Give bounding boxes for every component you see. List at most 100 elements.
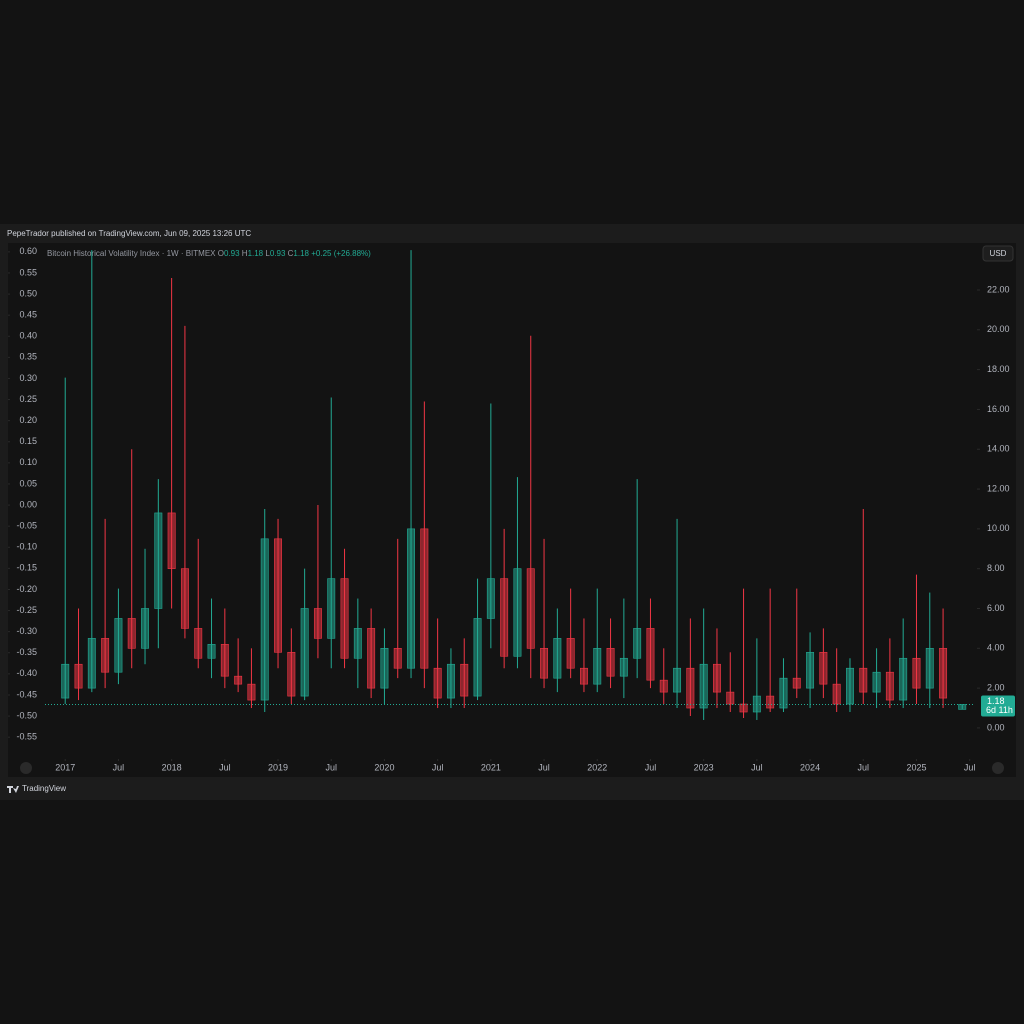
candle-body xyxy=(154,512,163,609)
x-tick-label: Jul xyxy=(964,762,976,772)
candle-body xyxy=(74,663,83,689)
candle-body xyxy=(925,648,934,689)
zoom-button[interactable] xyxy=(20,762,32,774)
candle-body xyxy=(101,638,110,673)
candle-body xyxy=(114,618,123,673)
candle-body xyxy=(606,648,615,677)
y-tick-label: 2.00 xyxy=(987,682,1005,692)
y2-tick-label: -0.20 xyxy=(16,584,37,594)
ohlc-value: 0.93 xyxy=(224,249,240,258)
x-tick-label: 2017 xyxy=(55,762,75,772)
candle-body xyxy=(367,628,376,689)
y-tick-label: 8.00 xyxy=(987,563,1005,573)
candle-body xyxy=(846,667,854,705)
candle-body xyxy=(792,677,801,689)
y-tick-label: 4.00 xyxy=(987,643,1005,653)
candle-body xyxy=(500,578,509,657)
candle-body xyxy=(832,683,841,705)
candle-body xyxy=(393,648,402,669)
candle-body xyxy=(420,528,429,669)
y-tick-label: 18.00 xyxy=(987,364,1010,374)
candle-body xyxy=(526,568,535,649)
x-tick-label: Jul xyxy=(113,762,125,772)
last-price-label: 1.18 xyxy=(987,696,1005,706)
y2-tick-label: 0.45 xyxy=(19,310,37,320)
candle-body xyxy=(579,667,588,685)
legend-title: Bitcoin Historical Volatility Index · 1W… xyxy=(47,249,216,258)
last-price-box xyxy=(981,695,1015,717)
x-tick-label: Jul xyxy=(645,762,657,772)
candle-body xyxy=(380,648,389,689)
x-tick-label: Jul xyxy=(751,762,763,772)
candle-body xyxy=(220,644,229,677)
y2-tick-label: 0.20 xyxy=(19,415,37,425)
candle-body xyxy=(433,667,442,699)
y-tick-label: 12.00 xyxy=(987,483,1010,493)
ohlc-value: 1.18 xyxy=(293,249,309,258)
y2-tick-label: -0.30 xyxy=(16,626,37,636)
candle-body xyxy=(859,667,868,693)
candle-body xyxy=(274,538,282,653)
y-tick-label: 6.00 xyxy=(987,603,1005,613)
x-tick-label: 2020 xyxy=(374,762,394,772)
candle-body xyxy=(872,671,881,693)
candle-body xyxy=(180,568,189,629)
candle-body xyxy=(779,677,788,709)
y2-tick-label: 0.15 xyxy=(19,436,37,446)
candle-body xyxy=(340,578,349,659)
y2-tick-label: -0.40 xyxy=(16,668,37,678)
candle-body xyxy=(633,628,642,659)
ohlc-key: C xyxy=(288,249,294,258)
x-tick-label: 2018 xyxy=(162,762,182,772)
x-tick-label: Jul xyxy=(538,762,550,772)
ohlc-key: H xyxy=(242,249,248,258)
candles xyxy=(61,250,967,720)
candle-body xyxy=(167,512,176,569)
x-tick-label: 2025 xyxy=(906,762,926,772)
candle-body xyxy=(646,628,655,681)
candle-body xyxy=(566,638,575,669)
y2-tick-label: -0.05 xyxy=(16,521,37,531)
candle-body xyxy=(739,703,748,713)
y-tick-label: 0.00 xyxy=(987,722,1005,732)
candle-body xyxy=(313,608,322,639)
candle-body xyxy=(766,695,775,709)
candle-body xyxy=(446,663,455,699)
y2-tick-label: -0.15 xyxy=(16,563,37,573)
candle-body xyxy=(899,657,908,701)
y2-tick-label: -0.45 xyxy=(16,689,37,699)
y2-tick-label: 0.50 xyxy=(19,288,37,298)
ohlc-key: O xyxy=(218,249,224,258)
x-tick-label: 2021 xyxy=(481,762,501,772)
candle-body xyxy=(726,691,735,705)
candle-body xyxy=(806,651,815,689)
candle-body xyxy=(300,608,309,697)
candle-body xyxy=(619,657,628,677)
ohlc-key: L xyxy=(265,249,270,258)
y2-tick-label: -0.55 xyxy=(16,732,37,742)
candle-body xyxy=(713,663,721,693)
candle-body xyxy=(327,578,336,639)
candle-body xyxy=(61,663,70,699)
x-tick-label: 2019 xyxy=(268,762,288,772)
candle-body xyxy=(486,578,495,619)
y2-tick-label: 0.55 xyxy=(19,267,37,277)
auto-scale-button[interactable] xyxy=(992,762,1004,774)
candle-body xyxy=(207,644,216,659)
y2-tick-label: 0.05 xyxy=(19,478,37,488)
y2-tick-label: 0.60 xyxy=(19,246,37,256)
y2-tick-label: 0.30 xyxy=(19,373,37,383)
countdown-label: 6d 11h xyxy=(986,705,1013,715)
candle-body xyxy=(958,704,967,710)
candle-body xyxy=(686,667,695,709)
candle-body xyxy=(353,628,362,659)
candle-body xyxy=(247,683,256,701)
candle-body xyxy=(127,618,136,649)
currency-button[interactable] xyxy=(982,245,1014,262)
y2-tick-label: -0.50 xyxy=(16,710,37,720)
candle-body xyxy=(912,657,921,689)
y2-tick-label: 0.35 xyxy=(19,352,37,362)
candle-body xyxy=(593,648,602,685)
y2-tick-label: 0.25 xyxy=(19,394,37,404)
